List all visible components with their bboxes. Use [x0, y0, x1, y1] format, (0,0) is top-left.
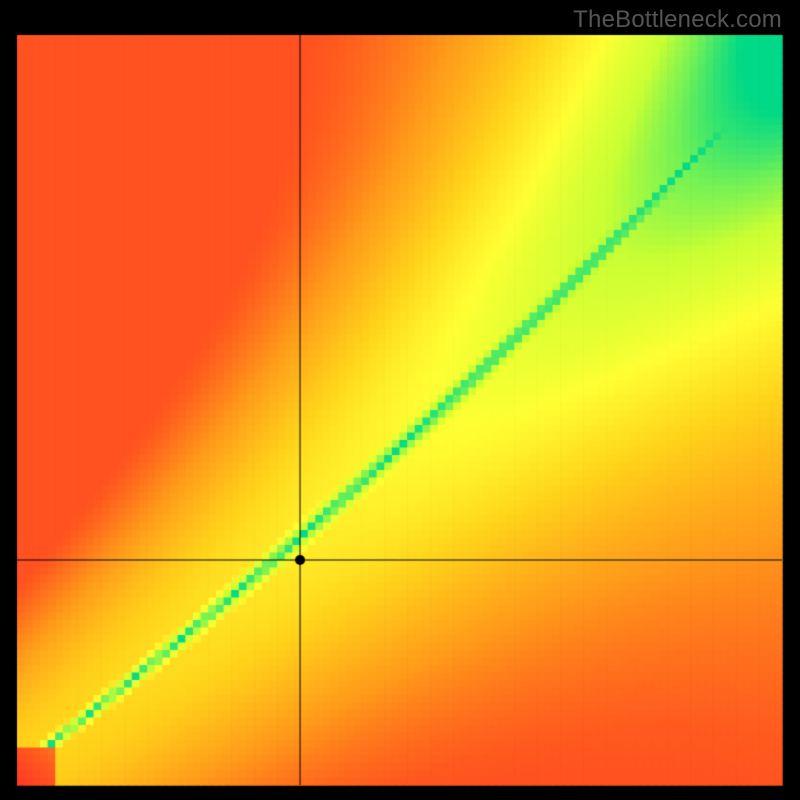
bottleneck-heatmap — [0, 0, 800, 800]
chart-container: TheBottleneck.com — [0, 0, 800, 800]
watermark-text: TheBottleneck.com — [573, 6, 782, 34]
